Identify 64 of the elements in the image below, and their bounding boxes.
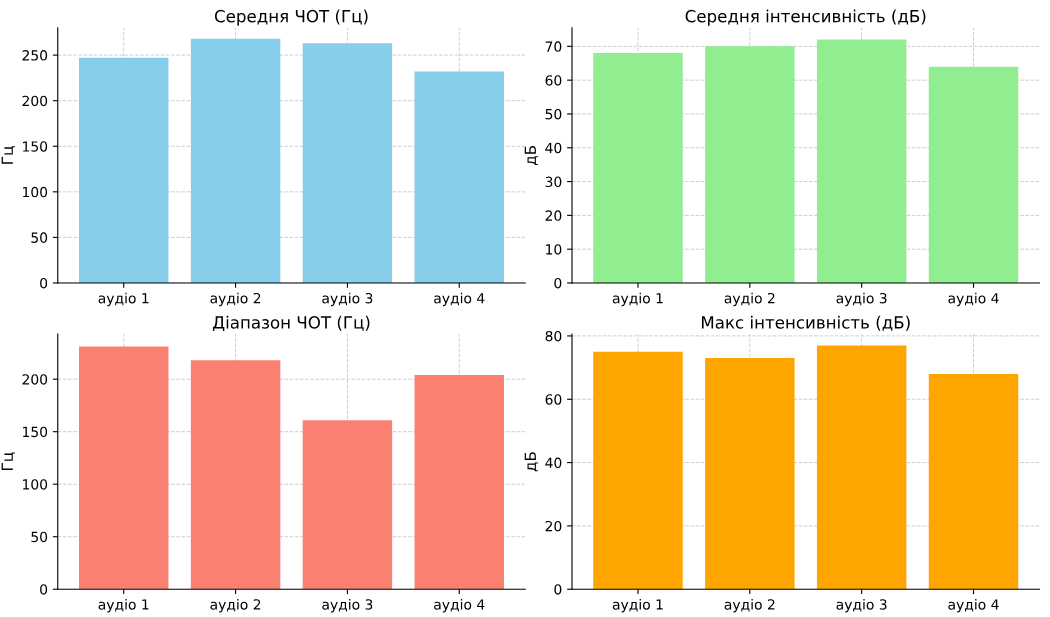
y-tick-label: 200 bbox=[22, 374, 48, 385]
x-tick-label: аудіо 2 bbox=[210, 598, 261, 613]
x-tick-label: аудіо 3 bbox=[836, 292, 887, 307]
y-tick-label: 10 bbox=[546, 244, 562, 255]
x-tick-label: аудіо 4 bbox=[948, 292, 999, 307]
y-tick-label: 20 bbox=[545, 210, 562, 221]
bar bbox=[190, 360, 281, 590]
x-tick-label: аудіо 1 bbox=[98, 292, 149, 307]
bar bbox=[705, 358, 795, 590]
bar bbox=[816, 39, 907, 283]
x-tick-label: аудіо 1 bbox=[612, 292, 663, 307]
chart-title: Середня інтенсивність (дБ) bbox=[685, 9, 926, 26]
y-tick-label: 50 bbox=[545, 108, 562, 120]
y-tick-label: 150 bbox=[23, 141, 48, 152]
x-tick-label: аудіо 3 bbox=[322, 292, 373, 307]
y-axis-title: дБ bbox=[524, 145, 538, 166]
y-tick-label: 0 bbox=[40, 277, 48, 289]
y-tick-label: 80 bbox=[545, 330, 562, 342]
y-tick-label: 250 bbox=[22, 50, 48, 61]
bar bbox=[302, 420, 393, 590]
bar bbox=[816, 345, 907, 590]
y-tick-label: 0 bbox=[554, 277, 562, 289]
bar bbox=[414, 374, 504, 590]
y-tick-label: 100 bbox=[23, 186, 48, 198]
bar bbox=[302, 43, 393, 283]
y-tick-label: 200 bbox=[22, 95, 48, 107]
bar bbox=[593, 351, 683, 590]
y-tick-label: 150 bbox=[23, 426, 48, 438]
chart-title: Макс інтенсивність (дБ) bbox=[701, 315, 910, 331]
x-tick-label: аудіо 2 bbox=[210, 292, 261, 307]
y-tick-label: 40 bbox=[545, 142, 562, 154]
y-axis-title: дБ bbox=[524, 452, 538, 472]
bar bbox=[593, 53, 683, 283]
bar bbox=[705, 46, 795, 283]
x-tick-label: аудіо 4 bbox=[948, 598, 999, 613]
x-tick-label: аудіо 1 bbox=[98, 598, 149, 613]
x-tick-label: аудіо 2 bbox=[724, 598, 775, 613]
bar bbox=[414, 71, 504, 283]
y-tick-label: 30 bbox=[545, 176, 562, 188]
y-axis-title: Гц bbox=[1, 452, 15, 470]
y-tick-label: 50 bbox=[31, 531, 48, 543]
x-tick-label: аудіо 4 bbox=[434, 598, 485, 613]
y-tick-label: 70 bbox=[545, 41, 562, 52]
x-tick-label: аудіо 4 bbox=[434, 292, 485, 307]
y-tick-label: 100 bbox=[23, 479, 48, 490]
y-tick-label: 60 bbox=[545, 75, 562, 86]
x-tick-label: аудіо 1 bbox=[612, 598, 663, 613]
y-tick-label: 50 bbox=[31, 232, 48, 243]
bar bbox=[190, 38, 281, 283]
x-tick-label: аудіо 3 bbox=[322, 598, 373, 613]
y-tick-label: 40 bbox=[545, 457, 562, 469]
x-tick-label: аудіо 3 bbox=[836, 598, 887, 613]
bar bbox=[79, 57, 169, 283]
x-tick-label: аудіо 2 bbox=[724, 292, 775, 307]
chart-title: Середня ЧОТ (Гц) bbox=[214, 9, 368, 26]
y-tick-label: 0 bbox=[554, 584, 562, 595]
y-axis-title: Гц bbox=[1, 146, 15, 164]
bar bbox=[928, 66, 1019, 283]
bar bbox=[79, 346, 169, 590]
y-tick-label: 20 bbox=[545, 520, 562, 532]
chart-title: Діапазон ЧОТ (Гц) bbox=[212, 315, 370, 332]
y-tick-label: 0 bbox=[40, 584, 48, 595]
y-tick-label: 60 bbox=[545, 394, 562, 405]
bar bbox=[928, 373, 1019, 590]
